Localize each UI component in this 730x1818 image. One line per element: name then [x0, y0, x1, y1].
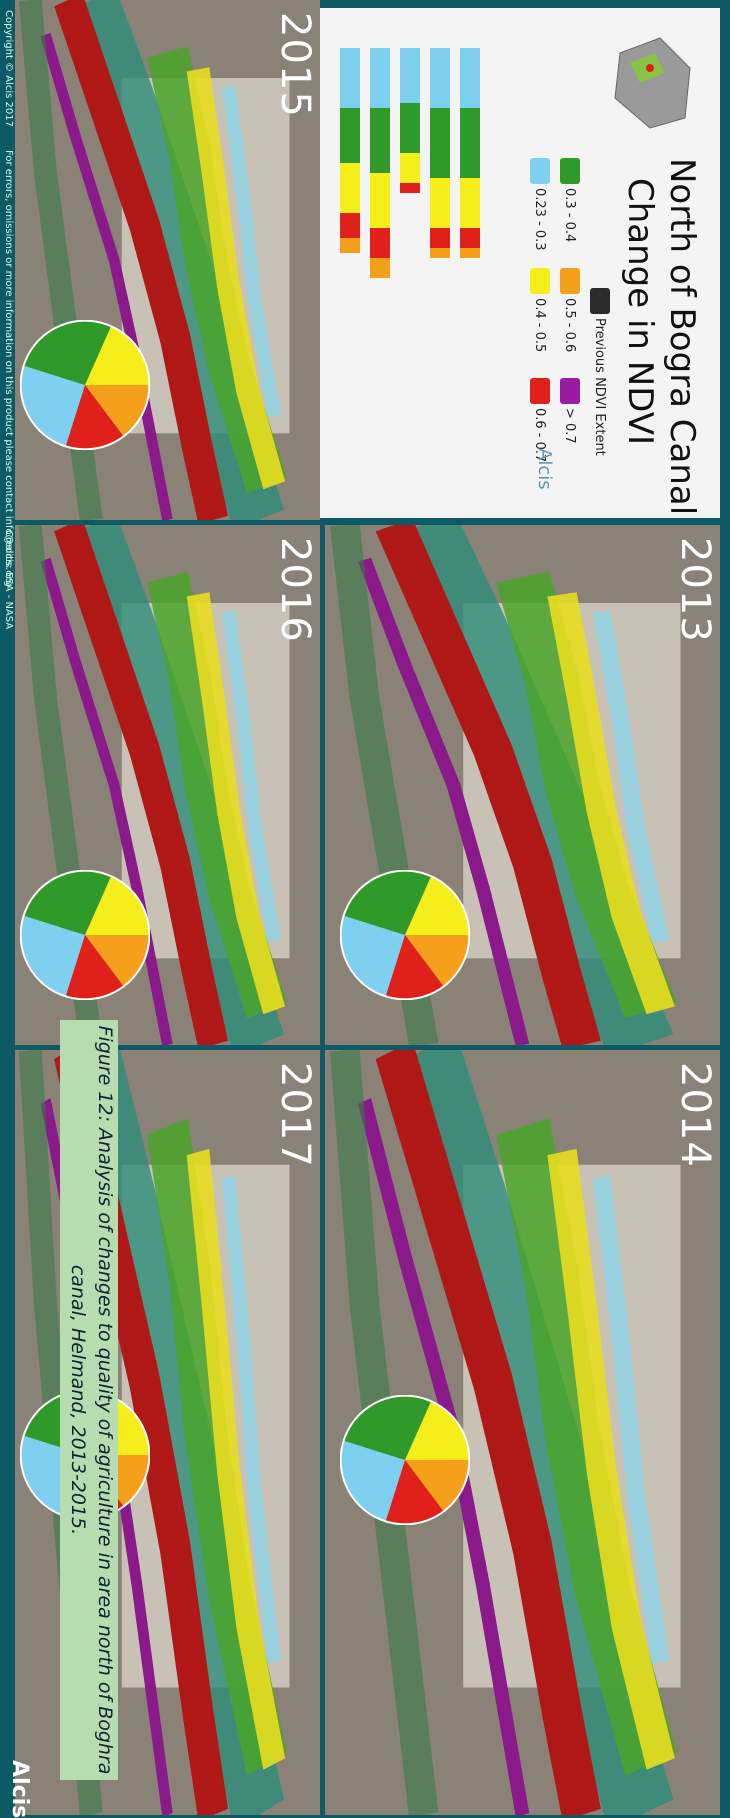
bar-segment — [340, 213, 360, 238]
bar-segment — [340, 163, 360, 213]
bar-segment — [370, 228, 390, 258]
bar-graphic — [340, 48, 480, 278]
bar-segment — [400, 153, 420, 183]
legend-item: > 0.7 — [560, 378, 580, 444]
bar-segment — [340, 48, 360, 108]
bar-segment — [460, 48, 480, 108]
legend-item: Previous NDVI Extent — [590, 288, 610, 456]
legend-item: 0.3 - 0.4 — [560, 158, 580, 242]
year: 2015 — [272, 12, 318, 118]
legend-swatch — [530, 158, 550, 184]
bar-segment — [430, 108, 450, 178]
bar-segment — [460, 108, 480, 178]
logo: Alcis — [534, 448, 555, 490]
pie — [340, 1395, 470, 1525]
pie — [20, 870, 150, 1000]
note: For errors, omissions or more informatio… — [3, 150, 14, 587]
legend-label: 0.3 - 0.4 — [562, 188, 578, 243]
locator-map — [614, 37, 691, 129]
bar-segment — [400, 183, 420, 193]
legend-label: > 0.7 — [562, 408, 578, 444]
year: 2016 — [272, 537, 318, 643]
map-panel: 2013 — [325, 525, 720, 1045]
legend-swatch — [560, 268, 580, 294]
year: 2013 — [672, 537, 718, 643]
title-panel: North of Bogra Canal Change in NDVI Prev… — [320, 8, 720, 518]
legend-label: Previous NDVI Extent — [592, 318, 608, 456]
legend-swatch — [560, 378, 580, 404]
bar-segment — [430, 178, 450, 228]
title: Change in NDVI — [620, 178, 660, 446]
legend-label: 0.5 - 0.6 — [562, 298, 578, 353]
bar-segment — [370, 173, 390, 228]
bar-segment — [430, 48, 450, 108]
year: 2017 — [272, 1062, 318, 1168]
brand: Alcis — [7, 1760, 32, 1818]
bar-segment — [340, 238, 360, 253]
legend-item: 0.4 - 0.5 — [530, 268, 550, 352]
year: 2014 — [672, 1062, 718, 1168]
legend-swatch — [590, 288, 610, 314]
bar-segment — [460, 228, 480, 248]
legend-label: 0.4 - 0.5 — [532, 298, 548, 353]
legend-label: 0.23 - 0.3 — [532, 188, 548, 251]
legend-swatch — [530, 268, 550, 294]
map-panel: 2014 — [325, 1050, 720, 1815]
bar-segment — [400, 48, 420, 103]
legend-swatch — [560, 158, 580, 184]
bar-segment — [370, 48, 390, 108]
bar-segment — [370, 258, 390, 278]
bar-segment — [370, 108, 390, 173]
title: North of Bogra Canal — [662, 158, 702, 516]
bar-segment — [430, 228, 450, 248]
bar-segment — [430, 248, 450, 258]
copyright: Copyright © Alcis 2017 — [3, 10, 14, 127]
bar-segment — [400, 103, 420, 153]
legend-item: 0.23 - 0.3 — [530, 158, 550, 251]
credits: Credits: ESA - NASA — [3, 530, 14, 630]
bar-segment — [340, 108, 360, 163]
map-panel: 2016 — [15, 525, 320, 1045]
legend-item: 0.5 - 0.6 — [560, 268, 580, 352]
map-panel: 2015 — [15, 0, 320, 520]
pie — [340, 870, 470, 1000]
bar-segment — [460, 178, 480, 228]
pie — [20, 320, 150, 450]
legend-swatch — [530, 378, 550, 404]
bar-segment — [460, 248, 480, 258]
caption: Figure 12: Analysis of changes to qualit… — [60, 1020, 118, 1780]
